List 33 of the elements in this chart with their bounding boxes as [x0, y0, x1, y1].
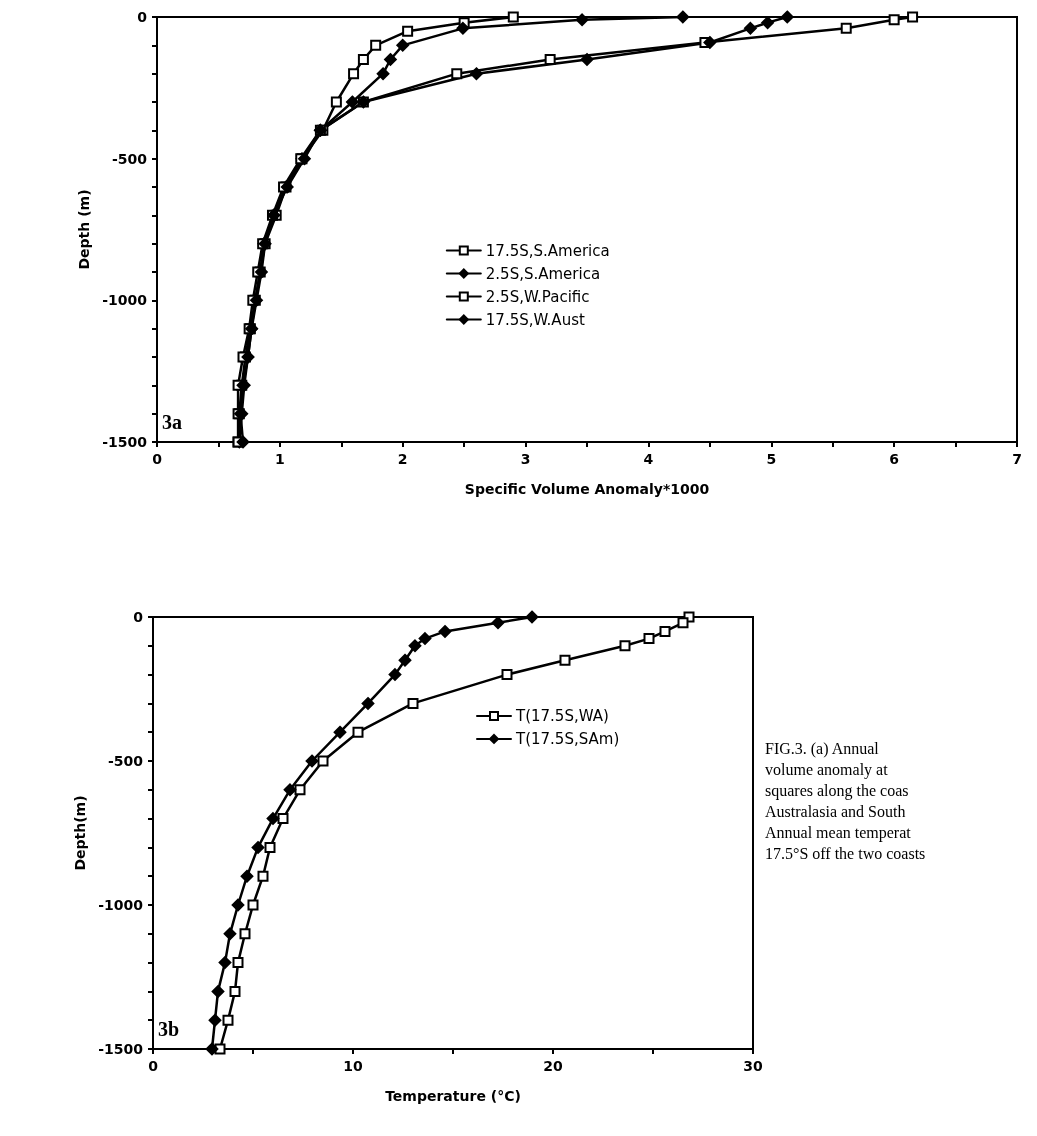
y-tick-label: -500 — [107, 753, 144, 769]
y-tick-label: 0 — [133, 609, 144, 625]
x-tick-label: 6 — [889, 451, 900, 467]
y-tick-label: -1500 — [98, 1041, 144, 1057]
legend-label: T(17.5S,WA) — [515, 706, 609, 725]
x-tick-label: 3 — [520, 451, 531, 467]
y-tick-label: 0 — [137, 9, 148, 25]
y-axis-title: Depth (m) — [76, 189, 93, 270]
legend-label: 17.5S,S.America — [485, 241, 610, 260]
x-axis-title: Specific Volume Anomaly*1000 — [464, 481, 710, 497]
y-tick-label: -500 — [111, 150, 148, 167]
x-tick-label: 1 — [274, 451, 285, 467]
x-tick-label: 0 — [148, 1058, 159, 1074]
x-tick-label: 2 — [397, 451, 408, 467]
legend-label: T(17.5S,SAm) — [515, 729, 620, 748]
annotation: 3b — [158, 1018, 180, 1040]
x-tick-label: 5 — [766, 451, 777, 467]
legend-label: 17.5S,W.Aust — [485, 310, 585, 329]
legend-label: 2.5S,W.Pacific — [485, 287, 590, 306]
x-tick-label: 20 — [543, 1058, 563, 1074]
y-tick-label: -1000 — [102, 292, 148, 309]
y-axis-title: Depth(m) — [72, 795, 89, 871]
y-tick-label: -1500 — [102, 434, 148, 450]
legend-label: 2.5S,S.America — [485, 264, 601, 283]
caption: FIG.3. (a) Annual volume anomaly at squares along the coas Australasia and South Annual mean temperat 17.5°S off the two coasts — [765, 739, 926, 862]
y-tick-label: -1000 — [98, 897, 144, 913]
x-tick-label: 10 — [343, 1058, 363, 1074]
x-axis-title: Temperature (°C) — [385, 1088, 521, 1104]
x-tick-label: 0 — [152, 451, 163, 467]
annotation: 3a — [162, 411, 182, 433]
x-tick-label: 4 — [643, 451, 654, 467]
x-tick-label: 7 — [1012, 451, 1022, 467]
x-tick-label: 30 — [743, 1058, 763, 1074]
